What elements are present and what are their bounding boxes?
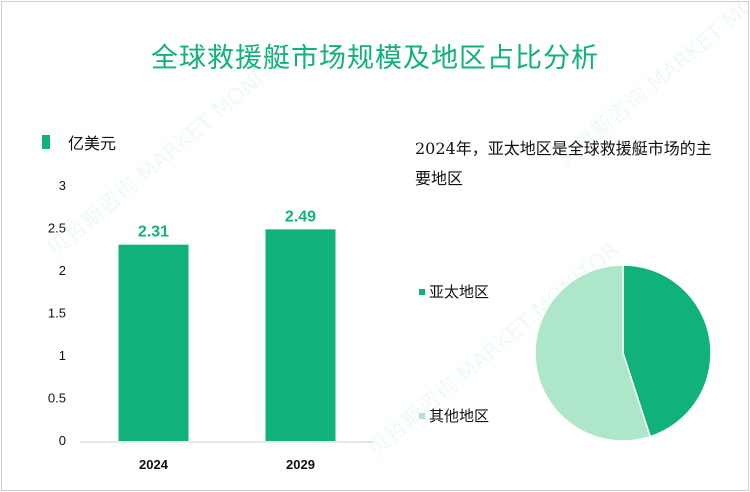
pie-legend-label: 其他地区 [429, 407, 490, 425]
pie-legend-swatch [419, 288, 425, 295]
pie-chart [534, 264, 712, 442]
y-tick-label: 2 [59, 263, 66, 278]
pie-slice-0 [622, 264, 712, 438]
y-tick-label: 3 [59, 178, 66, 193]
pie-legend-label: 亚太地区 [429, 283, 490, 301]
pie-slice-1 [534, 264, 652, 442]
y-tick-label: 0 [59, 433, 66, 448]
pie-legend-swatch [419, 412, 425, 419]
data-label: 2.31 [138, 224, 169, 241]
pie-note: 2024年，亚太地区是全球救援艇市场的主要地区 [415, 139, 712, 188]
x-tick-label: 2024 [139, 457, 169, 472]
y-tick-label: 2.5 [48, 221, 66, 236]
unit-label: 亿美元 [68, 134, 117, 153]
y-tick-label: 1 [59, 348, 66, 363]
x-tick-label: 2029 [286, 457, 315, 472]
pie-legend-item-asia: 亚太地区 [419, 281, 489, 302]
unit-legend-swatch [42, 135, 50, 149]
y-tick-label: 1.5 [48, 306, 66, 321]
bar-2029 [265, 229, 336, 441]
pie-legend-item-other: 其他地区 [419, 405, 489, 426]
unit-legend: 亿美元 [42, 130, 116, 154]
data-label: 2.49 [285, 208, 316, 225]
chart-title: 全球救援艇市场规模及地区占比分析 [151, 43, 599, 74]
bar-2024 [118, 244, 189, 441]
y-tick-label: 0.5 [48, 391, 66, 406]
